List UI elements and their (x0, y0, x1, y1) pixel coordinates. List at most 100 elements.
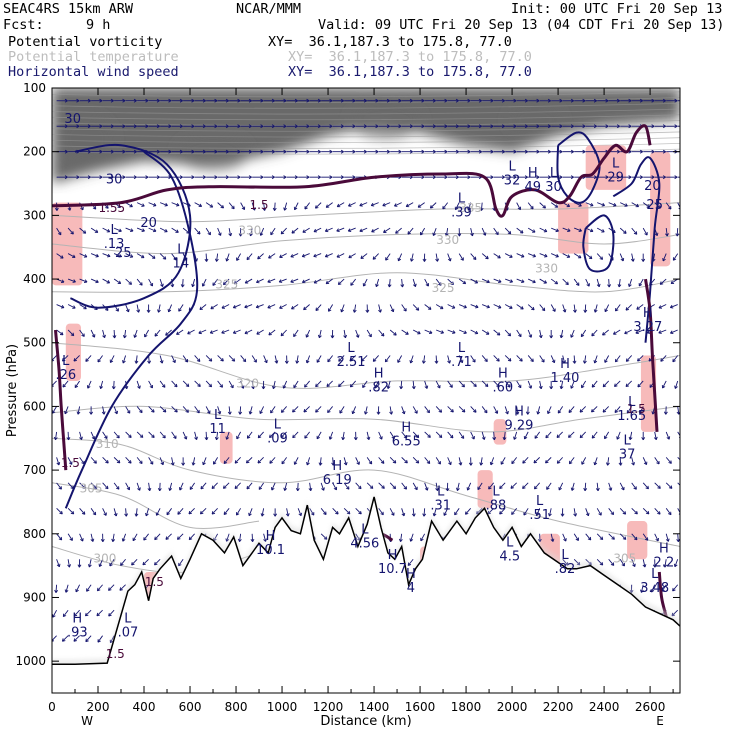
wind-arrowhead (162, 408, 167, 413)
wind-arrowhead (139, 460, 143, 465)
extremum-value: 4.56 (350, 537, 379, 552)
wind-arrow (631, 559, 636, 567)
wind-arrowhead (509, 305, 513, 309)
wind-arrow (625, 355, 633, 362)
wind-arrow (205, 227, 211, 236)
wind-arrowhead (440, 305, 444, 310)
wind-arrow (550, 304, 556, 312)
wind-arrowhead (455, 98, 459, 103)
wind-arrow (447, 253, 451, 262)
wind-arrow (62, 380, 69, 388)
wind-arrowhead (384, 358, 389, 363)
wind-arrowhead (80, 538, 84, 542)
wind-arrow (55, 431, 58, 440)
wind-arrowhead (90, 538, 95, 542)
wind-arrowhead (559, 385, 564, 390)
wind-arrow (325, 227, 333, 232)
wind-arrowhead (145, 175, 149, 180)
wind-arrowhead (245, 459, 250, 464)
wind-arrowhead (260, 513, 265, 517)
wind-arrow (166, 508, 172, 516)
wind-arrowhead (301, 253, 306, 258)
wind-arrow (67, 329, 75, 336)
wind-arrow (158, 304, 161, 313)
wind-arrowhead (306, 149, 310, 154)
legend-wind-name: Horizontal wind speed (8, 64, 179, 80)
wind-arrow (470, 227, 473, 236)
wind-arrow (179, 482, 184, 491)
wind-arrow (67, 227, 74, 235)
wind-arrowhead (184, 359, 189, 363)
wind-arrow (455, 202, 460, 210)
wind-arrowhead (347, 228, 352, 232)
wind-arrow (545, 457, 552, 464)
wind-arrowhead (663, 411, 668, 415)
pink-patch (65, 323, 81, 381)
wind-arrow (481, 329, 490, 335)
wind-arrow (388, 279, 391, 288)
wind-arrow (112, 533, 115, 542)
wind-arrowhead (486, 279, 490, 284)
wind-arrowhead (532, 229, 536, 233)
wind-arrow (135, 355, 138, 364)
isentrope-320 (52, 342, 680, 389)
wind-arrowhead (489, 461, 494, 466)
wind-arrow (205, 380, 212, 388)
wind-arrowhead (162, 256, 167, 260)
wind-arrowhead (260, 149, 264, 154)
wind-arrow (233, 304, 241, 309)
wind-arrowhead (170, 284, 175, 288)
wind-arrowhead (613, 331, 617, 335)
wind-arrowhead (204, 437, 209, 441)
wind-arrowhead (482, 232, 487, 236)
wind-arrow (539, 329, 542, 338)
wind-arrowhead (363, 98, 367, 103)
wind-arrowhead (75, 588, 79, 593)
wind-arrowhead (662, 257, 666, 262)
wind-arrowhead (580, 333, 585, 338)
x-tick-label: 1400 (359, 700, 390, 714)
wind-arrowhead (214, 436, 219, 441)
wind-arrowhead (217, 232, 222, 236)
wind-arrowhead (225, 175, 229, 180)
wind-arrow (268, 253, 276, 259)
wind-arrow (221, 304, 230, 309)
wind-arrowhead (676, 538, 680, 543)
wind-arrow (662, 380, 667, 389)
wind-arrowhead (670, 280, 675, 285)
wind-arrowhead (379, 436, 383, 440)
wind-arrow (493, 431, 495, 440)
wind-arrowhead (154, 333, 158, 337)
wind-arrowhead (513, 124, 517, 129)
wind-arrowhead (522, 460, 526, 464)
wind-arrow (240, 202, 245, 210)
wind-arrowhead (269, 434, 273, 438)
wind-arrow (626, 406, 633, 414)
wind-arrowhead (328, 308, 332, 312)
wind-arrowhead (64, 149, 68, 154)
wind-arrowhead (502, 436, 507, 441)
isentrope-label: 320 (236, 376, 259, 390)
wind-arrowhead (179, 175, 183, 180)
wind-arrow (480, 457, 483, 466)
wind-arrowhead (614, 358, 619, 363)
wind-arrowhead (118, 253, 122, 258)
wind-arrow (670, 278, 678, 284)
wind-arrowhead (85, 358, 89, 362)
wind-arrowhead (518, 333, 522, 338)
wind-arrowhead (141, 203, 145, 207)
wind-arrow (320, 508, 327, 515)
wind-arrow (200, 507, 207, 515)
wind-arrowhead (56, 563, 61, 568)
wind-arrowhead (228, 232, 233, 237)
wind-arrowhead (507, 230, 512, 235)
wind-arrowhead (151, 409, 155, 413)
wind-arrowhead (605, 462, 610, 466)
wind-arrow (348, 253, 356, 259)
wind-arrow (573, 202, 582, 207)
wind-arrowhead (57, 231, 62, 236)
wind-arrow (327, 355, 334, 363)
extremum-symbol: H (406, 567, 416, 582)
wind-arrowhead (541, 359, 545, 363)
wind-arrow (169, 482, 173, 491)
